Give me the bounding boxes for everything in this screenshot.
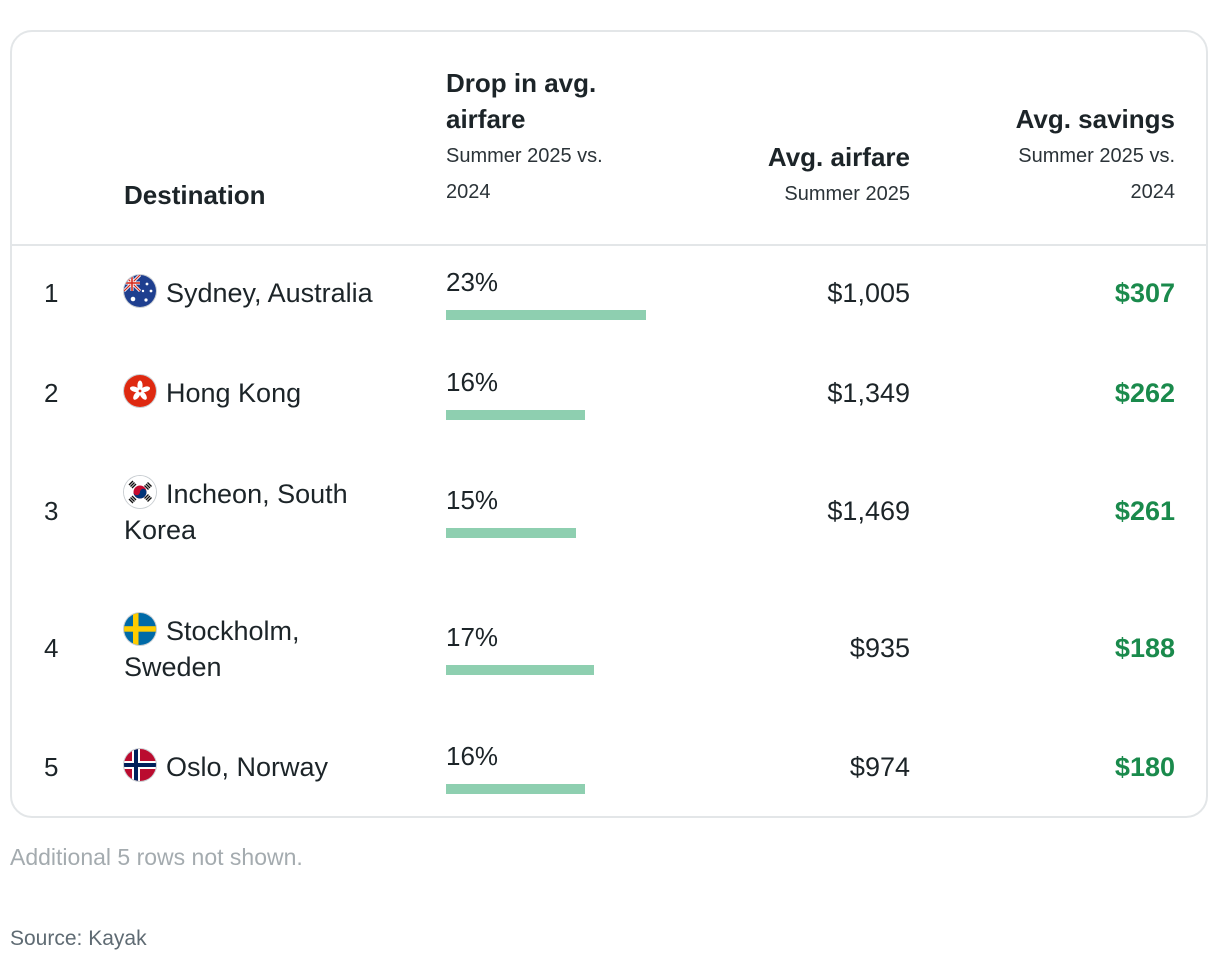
destination-cell: Stockholm, Sweden	[124, 613, 414, 685]
destination-name: Hong Kong	[166, 378, 302, 408]
destination-name: Oslo, Norway	[166, 752, 329, 782]
drop-percent-label: 16%	[446, 741, 499, 771]
avg-savings-cell: $188	[1114, 633, 1175, 663]
header-savings: Avg. savings Summer 2025 vs. 2024	[915, 101, 1175, 211]
drop-bar	[446, 310, 646, 320]
header-drop-title-2: airfare	[446, 104, 526, 134]
header-divider	[12, 244, 1206, 246]
destination-name: Stockholm,	[166, 616, 300, 646]
data-table-card: Destination Drop in avg. airfare Summer …	[10, 30, 1208, 818]
source-note: Source: Kayak	[10, 927, 147, 950]
drop-percent-label: 15%	[446, 485, 499, 515]
rank-cell: 4	[44, 633, 59, 663]
destination-cell: Incheon, South Korea	[124, 476, 414, 548]
avg-airfare-cell: $1,005	[827, 278, 910, 308]
drop-bar	[446, 665, 594, 675]
drop-percent-label: 17%	[446, 622, 499, 652]
header-destination: Destination	[124, 180, 266, 210]
drop-bar	[446, 410, 585, 420]
avg-airfare-cell: $1,349	[827, 378, 910, 408]
rank-cell: 5	[44, 752, 59, 782]
rank-cell: 1	[44, 278, 59, 308]
drop-percent-label: 23%	[446, 267, 499, 297]
drop-bar	[446, 528, 576, 538]
south-korea-flag-icon	[124, 476, 156, 508]
header-drop-sub-1: Summer 2025 vs.	[446, 145, 603, 167]
destination-name-line2: Korea	[124, 515, 197, 545]
header-fare-sub: Summer 2025	[784, 183, 910, 205]
avg-savings-cell: $180	[1114, 752, 1175, 782]
sweden-flag-icon	[124, 613, 156, 645]
destination-cell: Oslo, Norway	[124, 749, 414, 785]
destination-name: Incheon, South	[166, 479, 348, 509]
australia-flag-icon	[124, 275, 156, 307]
destination-cell: Hong Kong	[124, 375, 414, 411]
rank-cell: 3	[44, 496, 59, 526]
header-drop-sub-2: 2024	[446, 181, 491, 203]
avg-savings-cell: $307	[1114, 278, 1175, 308]
header-savings-title: Avg. savings	[1015, 104, 1175, 134]
header-drop: Drop in avg. airfare Summer 2025 vs. 202…	[446, 65, 696, 211]
drop-bar	[446, 784, 585, 794]
hong-kong-flag-icon	[124, 375, 156, 407]
header-fare-title: Avg. airfare	[767, 142, 910, 172]
avg-airfare-cell: $974	[849, 752, 910, 782]
rows-not-shown-note: Additional 5 rows not shown.	[10, 844, 303, 870]
header-drop-title-1: Drop in avg.	[446, 68, 597, 98]
drop-percent-label: 16%	[446, 367, 499, 397]
header-savings-sub-1: Summer 2025 vs.	[1018, 145, 1175, 167]
avg-airfare-cell: $1,469	[827, 496, 910, 526]
avg-airfare-cell: $935	[849, 633, 910, 663]
norway-flag-icon	[124, 749, 156, 781]
avg-savings-cell: $262	[1114, 378, 1175, 408]
header-fare: Avg. airfare Summer 2025	[650, 139, 910, 213]
destination-name: Sydney, Australia	[166, 278, 373, 308]
destination-cell: Sydney, Australia	[124, 275, 414, 311]
destination-name-line2: Sweden	[124, 652, 222, 682]
rank-cell: 2	[44, 378, 59, 408]
header-savings-sub-2: 2024	[1130, 181, 1176, 203]
avg-savings-cell: $261	[1114, 496, 1175, 526]
